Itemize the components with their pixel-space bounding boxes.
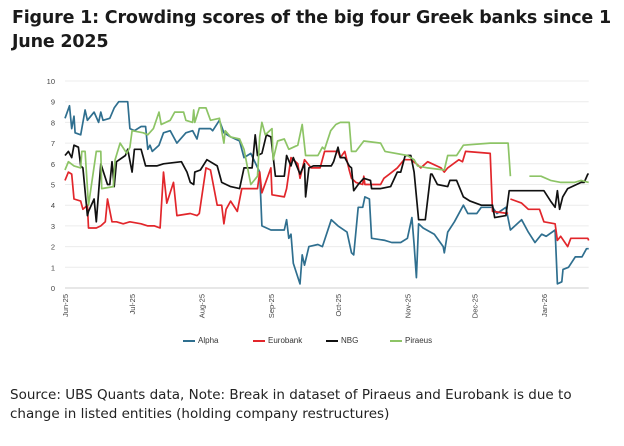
series-lines	[64, 100, 590, 285]
y-tick-label: 10	[47, 77, 55, 86]
x-tick-label: Aug-25	[198, 294, 207, 318]
series-line-piraeus	[64, 107, 589, 207]
x-axis-ticks: Jun-25 Jul-25 Aug-25 Sep-25 Oct-25 Nov-25 Dec-…	[61, 294, 549, 318]
y-tick-label: 3	[51, 222, 55, 231]
series-line-alpha	[64, 100, 589, 285]
legend-label: Piraeus	[405, 336, 433, 345]
x-tick-label: Dec-25	[471, 294, 480, 318]
source-note: Source: UBS Quants data, Note: Break in …	[10, 387, 572, 422]
series-line-nbg	[64, 133, 589, 223]
legend-label: Eurobank	[268, 336, 303, 345]
legend-item-eurobank: Eurobank	[253, 336, 302, 345]
legend-item-piraeus: Piraeus	[390, 336, 432, 345]
legend-label: Alpha	[198, 336, 219, 345]
legend-swatch	[183, 339, 195, 342]
x-tick-label: Nov-25	[403, 294, 412, 318]
y-tick-label: 2	[51, 243, 55, 252]
gridlines	[65, 80, 589, 289]
x-tick-label: Oct-25	[334, 294, 343, 317]
legend-label: NBG	[341, 336, 359, 345]
y-axis-ticks: 0 1 2 3 4 5 6 7 8 9 10	[47, 77, 55, 293]
figure-title: Figure 1: Crowding scores of the big fou…	[12, 8, 611, 52]
y-tick-label: 6	[51, 160, 55, 169]
y-tick-label: 9	[51, 98, 55, 107]
legend-swatch	[253, 339, 265, 342]
x-tick-label: Sep-25	[267, 294, 276, 318]
legend-item-nbg: NBG	[326, 336, 358, 345]
y-tick-label: 1	[51, 263, 55, 272]
x-tick-label: Jan-26	[540, 294, 549, 317]
y-tick-label: 0	[51, 284, 55, 293]
legend-item-alpha: Alpha	[183, 336, 218, 345]
y-tick-label: 7	[51, 139, 55, 148]
x-tick-label: Jul-25	[128, 294, 137, 314]
y-tick-label: 5	[51, 181, 55, 190]
series-line-eurobank	[64, 150, 590, 248]
x-tick-label: Jun-25	[61, 294, 70, 317]
y-tick-label: 4	[51, 201, 55, 210]
y-tick-label: 8	[51, 118, 55, 127]
legend-swatch	[390, 339, 402, 342]
legend-swatch	[326, 339, 338, 342]
